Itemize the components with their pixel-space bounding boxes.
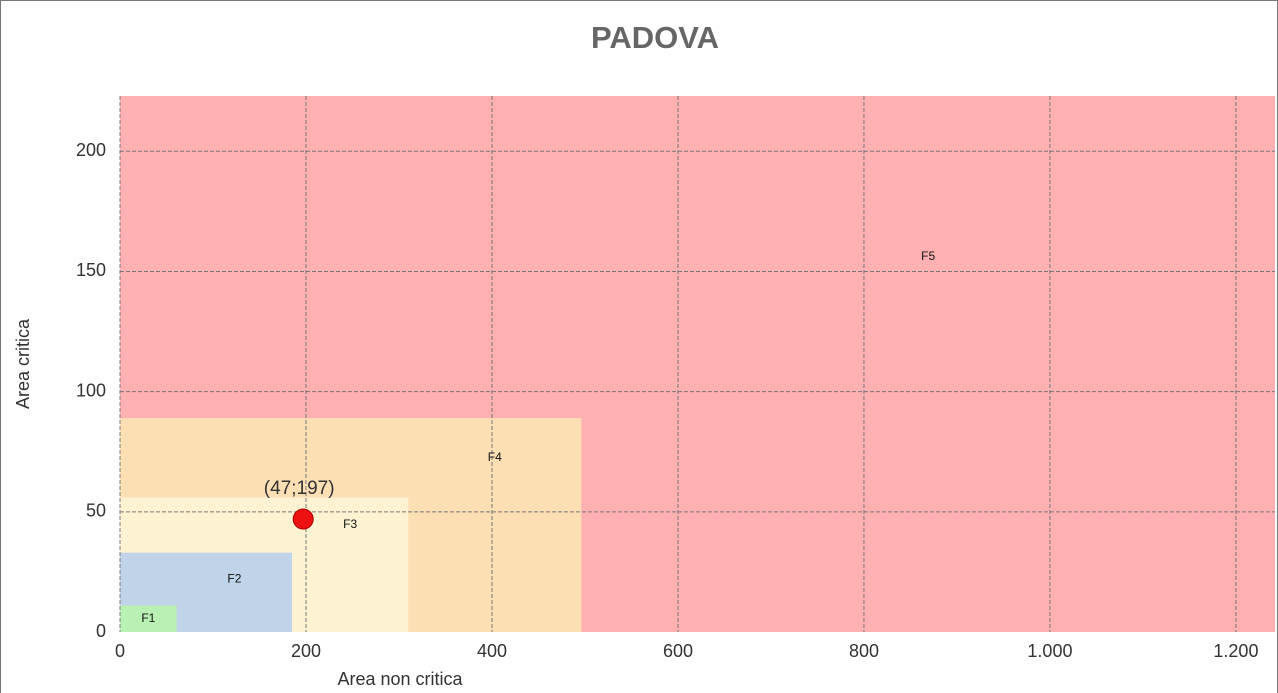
y-tick-label: 150 (76, 260, 106, 280)
x-tick-label: 200 (291, 641, 321, 661)
y-tick-label: 50 (86, 501, 106, 521)
zone (120, 605, 177, 632)
zone-label: F3 (343, 517, 357, 531)
data-point (292, 508, 314, 530)
y-tick-label: 0 (96, 621, 106, 641)
y-tick-label: 200 (76, 140, 106, 160)
zone-label: F1 (141, 611, 155, 625)
x-tick-label: 400 (477, 641, 507, 661)
zone-label: F5 (921, 249, 935, 263)
x-tick-label: 1.000 (1027, 641, 1072, 661)
x-tick-label: 0 (115, 641, 125, 661)
x-tick-label: 1.200 (1213, 641, 1258, 661)
y-tick-label: 100 (76, 380, 106, 400)
point-label: (47;197) (264, 478, 335, 499)
y-axis-label: Area critica (13, 318, 33, 409)
x-axis-label: Area non critica (337, 669, 463, 689)
x-tick-label: 800 (849, 641, 879, 661)
chart-title: PADOVA (591, 20, 719, 55)
zone-label: F4 (488, 450, 502, 464)
zone-label: F2 (227, 571, 241, 585)
x-tick-label: 600 (663, 641, 693, 661)
